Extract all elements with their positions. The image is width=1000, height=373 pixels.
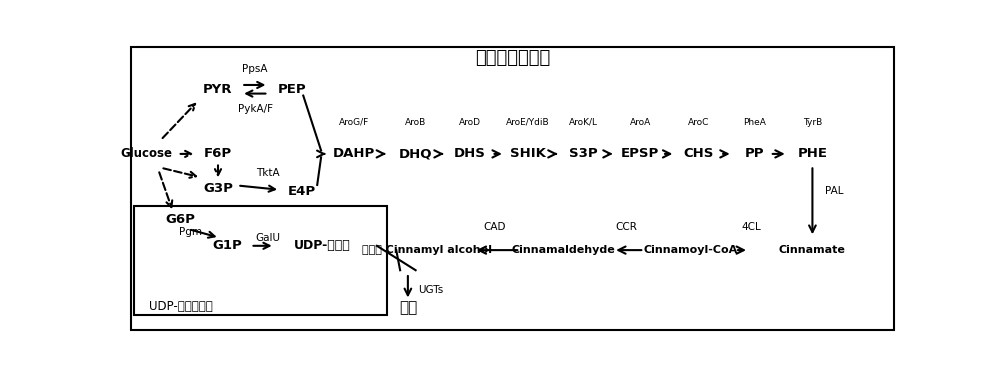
Text: Pgm: Pgm: [179, 227, 202, 237]
Text: G6P: G6P: [166, 213, 196, 226]
Text: PAL: PAL: [825, 186, 843, 196]
Text: DHS: DHS: [454, 147, 486, 160]
Text: F6P: F6P: [204, 147, 232, 160]
Text: SHIK: SHIK: [510, 147, 546, 160]
Text: AroC: AroC: [688, 118, 709, 127]
Text: UGTs: UGTs: [418, 285, 443, 295]
Text: AroK/L: AroK/L: [569, 118, 598, 127]
Text: UDP-葡萄糖: UDP-葡萄糖: [294, 239, 351, 252]
Text: 肉桂醇 Cinnamyl alcohol: 肉桂醇 Cinnamyl alcohol: [362, 245, 492, 255]
Text: DAHP: DAHP: [332, 147, 375, 160]
Text: TktA: TktA: [257, 167, 280, 178]
Text: AroG/F: AroG/F: [338, 118, 369, 127]
Text: AroD: AroD: [459, 118, 481, 127]
Text: Cinnamoyl-CoA: Cinnamoyl-CoA: [644, 245, 738, 255]
Bar: [134, 206, 387, 315]
Text: DHQ: DHQ: [399, 147, 432, 160]
Text: PpsA: PpsA: [242, 64, 268, 74]
Text: E4P: E4P: [288, 185, 316, 198]
Text: CAD: CAD: [484, 222, 506, 232]
Text: Cinnamate: Cinnamate: [779, 245, 846, 255]
Text: G3P: G3P: [203, 182, 233, 195]
Text: 肉桂醇合成模块: 肉桂醇合成模块: [475, 49, 550, 67]
Text: CCR: CCR: [616, 222, 638, 232]
Text: EPSP: EPSP: [621, 147, 660, 160]
Text: S3P: S3P: [569, 147, 598, 160]
Text: 4CL: 4CL: [742, 222, 761, 232]
Text: PheA: PheA: [743, 118, 766, 127]
Text: UDP-葡萄糖模块: UDP-葡萄糖模块: [149, 300, 213, 313]
Text: PHE: PHE: [797, 147, 827, 160]
Text: CHS: CHS: [683, 147, 714, 160]
Text: AroE/YdiB: AroE/YdiB: [506, 118, 550, 127]
Text: AroB: AroB: [405, 118, 426, 127]
Text: TyrB: TyrB: [803, 118, 822, 127]
Text: PYR: PYR: [203, 83, 233, 96]
Text: PP: PP: [745, 147, 764, 160]
Text: GalU: GalU: [256, 233, 281, 243]
Text: AroA: AroA: [630, 118, 651, 127]
Text: 络塞: 络塞: [399, 301, 417, 316]
Text: Cinnamaldehyde: Cinnamaldehyde: [511, 245, 615, 255]
Text: PykA/F: PykA/F: [238, 104, 273, 115]
Text: Glucose: Glucose: [121, 147, 173, 160]
Text: G1P: G1P: [212, 239, 242, 252]
Text: PEP: PEP: [277, 83, 306, 96]
